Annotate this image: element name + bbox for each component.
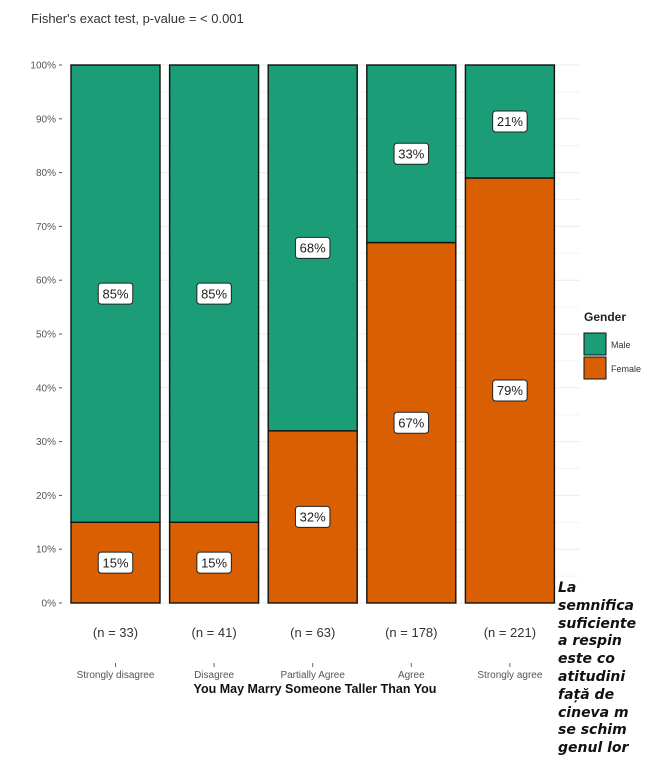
- y-tick-label: 10%: [36, 545, 56, 556]
- y-tick-label: 100%: [30, 61, 56, 72]
- y-tick-label: 90%: [36, 114, 56, 125]
- percent-labels: 15% 85% 15% 85% 32% 68% 67% 33% 79% 21%: [97, 110, 528, 574]
- data-label-male: 85%: [102, 286, 128, 301]
- data-label-male: 68%: [300, 241, 326, 256]
- data-label-box: [393, 142, 430, 165]
- data-label-male: 33%: [398, 146, 424, 161]
- y-tick-label: 40%: [36, 383, 56, 394]
- legend-label-female: Female: [611, 364, 641, 374]
- y-tick-label: 20%: [36, 491, 56, 502]
- data-label-box: [196, 282, 232, 305]
- data-label-box: [196, 551, 232, 574]
- data-label-box: [492, 379, 528, 402]
- chart: Fisher's exact test, p-value = < 0.001 0…: [30, 11, 641, 696]
- legend: Gender Male Female: [583, 310, 641, 380]
- data-label-male: 21%: [497, 114, 523, 129]
- x-tick-label: Partially Agree: [280, 670, 345, 681]
- chart-subtitle: Fisher's exact test, p-value = < 0.001: [31, 11, 244, 26]
- x-tick-label: Agree: [398, 670, 425, 681]
- legend-label-male: Male: [611, 340, 631, 350]
- x-tick-label: Disagree: [194, 670, 234, 681]
- data-label-female: 15%: [201, 555, 227, 570]
- legend-title: Gender: [584, 310, 626, 324]
- data-label-male: 85%: [201, 286, 227, 301]
- data-label-female: 67%: [398, 415, 424, 430]
- y-tick-label: 60%: [36, 276, 56, 287]
- data-label-box: [294, 505, 331, 528]
- y-tick-label: 80%: [36, 168, 56, 179]
- data-label-box: [492, 110, 528, 133]
- data-label-box: [97, 551, 134, 574]
- data-label-box: [97, 282, 134, 305]
- y-tick-label: 30%: [36, 437, 56, 448]
- n-label: (n = 41): [192, 625, 237, 640]
- y-tick-label: 50%: [36, 330, 56, 341]
- data-label-box: [294, 236, 331, 259]
- side-paragraph: La semnifica suficiente a respin este co…: [558, 580, 637, 757]
- y-tick-label: 0%: [42, 599, 57, 610]
- n-label: (n = 33): [93, 625, 138, 640]
- n-label: (n = 63): [290, 625, 335, 640]
- data-label-female: 15%: [102, 555, 128, 570]
- legend-swatch-male: [583, 332, 607, 356]
- data-label-female: 79%: [497, 383, 523, 398]
- n-label: (n = 178): [385, 625, 437, 640]
- y-tick-label: 70%: [36, 222, 56, 233]
- x-axis-title: You May Marry Someone Taller Than You: [194, 682, 437, 696]
- n-label: (n = 221): [484, 625, 536, 640]
- x-tick-label: Strongly agree: [477, 670, 542, 681]
- data-label-female: 32%: [300, 510, 326, 525]
- legend-swatch-female: [583, 356, 607, 380]
- x-axis: (n = 33) Strongly disagree (n = 41) Disagre…: [77, 625, 543, 681]
- data-label-box: [393, 411, 430, 434]
- x-tick-label: Strongly disagree: [77, 670, 155, 681]
- y-axis: 0% 10% 20% 30% 40% 50% 60% 70% 80% 90% 100%: [30, 61, 62, 610]
